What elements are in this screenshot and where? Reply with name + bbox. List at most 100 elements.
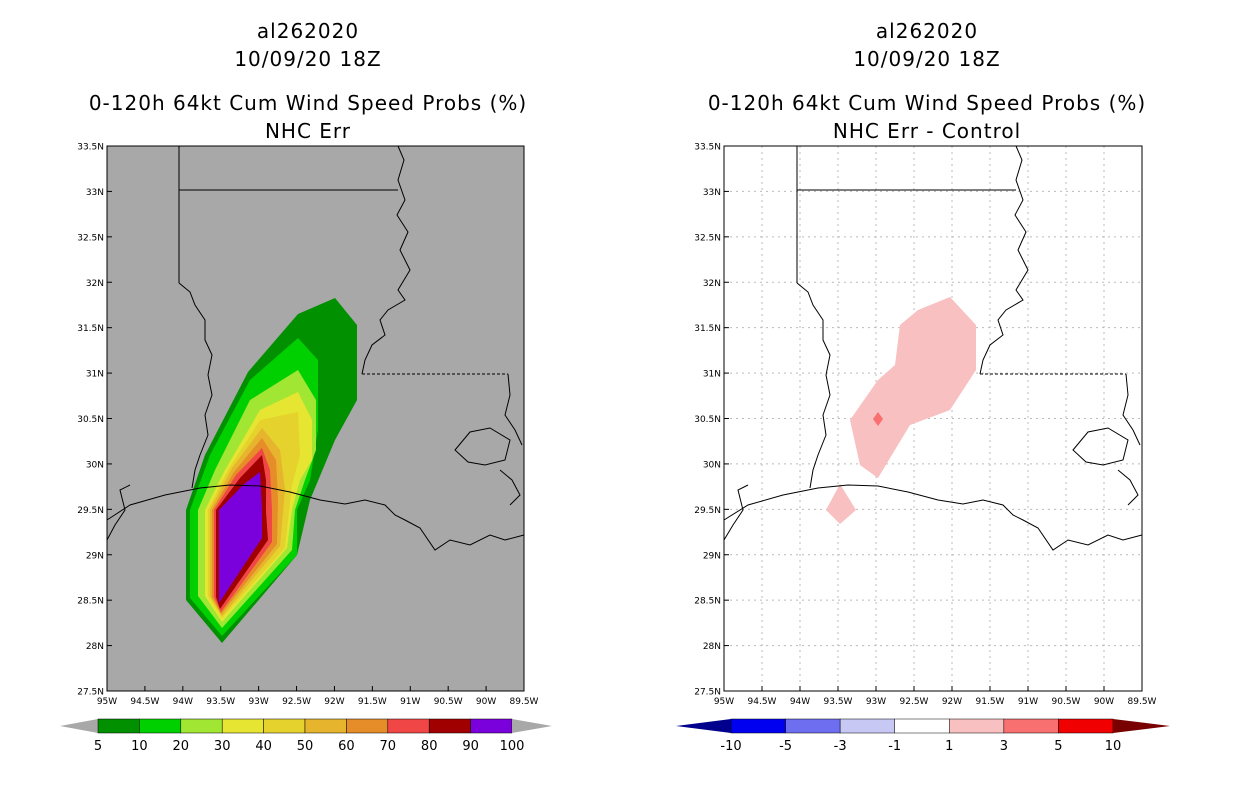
left-lat-label: 31.5N [77, 324, 104, 334]
right-lat-label: 30.5N [694, 415, 721, 425]
left-lon-label: 91.5W [358, 697, 387, 707]
left-lat-label: 33.5N [77, 143, 104, 153]
right-lon-label: 91W [1018, 697, 1038, 707]
left-colorbar-label: 40 [255, 739, 272, 754]
right-lat-label: 33.5N [694, 143, 721, 153]
left-colorbar-label: 30 [214, 739, 231, 754]
right-lat-label: 27.5N [694, 688, 721, 698]
left-subtitle: NHC Err [264, 119, 352, 143]
right-storm-id: al262020 [875, 19, 979, 43]
sabine-river-right [796, 282, 831, 489]
right-lat-label: 32N [703, 279, 721, 289]
right-boundaries [723, 145, 1143, 551]
left-lat-label: 32.5N [77, 233, 104, 243]
right-colorbar-box [949, 718, 1005, 734]
mississippi-river-right [979, 145, 1029, 375]
left-storm-id: al262020 [256, 19, 360, 43]
left-lon-label: 91W [400, 697, 420, 707]
left-lat-label: 29N [86, 551, 104, 561]
delta-outline-right [1117, 469, 1139, 506]
lake-pontchartrain-right [1072, 427, 1129, 466]
prob-contour-100 [219, 472, 262, 603]
right-lon-label: 93W [866, 697, 886, 707]
right-colorbar-box [730, 718, 786, 734]
left-lat-label: 27.5N [77, 688, 104, 698]
left-lat-label: 32N [86, 279, 104, 289]
left-lon-label: 95W [97, 697, 117, 707]
left-colorbar-box [346, 718, 389, 734]
diff-contour-3-5 [873, 412, 883, 426]
left-lon-label: 90W [476, 697, 496, 707]
diff-contour-1-3-small [826, 484, 856, 524]
left-colorbar-label: 10 [131, 739, 148, 754]
left-colorbar-label: 90 [462, 739, 479, 754]
diff-contour-1-3 [850, 297, 976, 478]
left-lon-label: 89.5W [510, 697, 539, 707]
left-colorbar-box [304, 718, 347, 734]
left-colorbar-label: 5 [94, 739, 102, 754]
right-lon-label: 94.5W [748, 697, 777, 707]
louisiana-coast [106, 484, 525, 551]
left-colorbar-box [139, 718, 182, 734]
left-lat-label: 33N [86, 188, 104, 198]
left-colorbar-labels: 5 10 20 30 40 50 60 70 80 90 100 [94, 739, 525, 754]
right-colorbar-labels: -10 -5 -3 -1 1 3 5 10 [720, 739, 1121, 754]
left-colorbar: 5 10 20 30 40 50 60 70 80 90 100 [60, 718, 552, 754]
left-lon-labels: 95W 94.5W 94W 93.5W 93W 92.5W 92W 91.5W 91W 90.5W… [97, 686, 539, 707]
right-lon-label: 92.5W [900, 697, 929, 707]
delta-outline [499, 469, 521, 506]
left-colorbar-box [263, 718, 306, 734]
right-colorbar-boxes [730, 718, 1114, 734]
right-product-title: 0-120h 64kt Cum Wind Speed Probs (%) [707, 91, 1147, 115]
left-colorbar-label: 80 [421, 739, 438, 754]
right-lon-label: 89.5W [1128, 697, 1157, 707]
left-lon-label: 94W [173, 697, 193, 707]
left-map: 33.5N 33N 32.5N 32N 31.5N 31N 30.5N 30N 29.5N 29N… [77, 143, 538, 708]
left-colorbar-high-arrow [512, 719, 552, 733]
left-lat-label: 31N [86, 370, 104, 380]
left-lat-labels: 33.5N 33N 32.5N 32N 31.5N 31N 30.5N 30N 29.5N 29N… [77, 143, 112, 698]
right-map: 33.5N 33N 32.5N 32N 31.5N 31N 30.5N 30N 29.5N 29N… [694, 143, 1156, 708]
right-colorbar-label: -10 [720, 739, 741, 754]
left-lat-label: 30.5N [77, 415, 104, 425]
mississippi-river [361, 145, 411, 375]
right-lon-label: 90.5W [1052, 697, 1081, 707]
right-colorbar-box [1058, 718, 1114, 734]
left-colorbar-box [470, 718, 513, 734]
right-lon-label: 95W [714, 697, 734, 707]
right-time: 10/09/20 18Z [853, 47, 1001, 71]
right-colorbar-label: 1 [945, 739, 953, 754]
right-lat-label: 33N [703, 188, 721, 198]
right-colorbar-high-arrow [1113, 719, 1170, 733]
texas-coast [106, 484, 131, 541]
right-colorbar-box [1003, 718, 1059, 734]
left-colorbar-label: 60 [338, 739, 355, 754]
left-lat-label: 30N [86, 460, 104, 470]
left-lat-label: 29.5N [77, 506, 104, 516]
right-colorbar-label: 10 [1105, 739, 1122, 754]
left-colorbar-label: 100 [500, 739, 525, 754]
left-colorbar-box [97, 718, 140, 734]
pearl-river [504, 373, 523, 446]
sabine-river [178, 282, 213, 489]
right-lon-label: 93.5W [824, 697, 853, 707]
left-lon-label: 94.5W [130, 697, 159, 707]
right-colorbar-low-arrow [676, 719, 731, 733]
right-lat-label: 28N [703, 642, 721, 652]
right-lon-label: 92W [942, 697, 962, 707]
right-lon-label: 90W [1094, 697, 1114, 707]
right-lat-label: 28.5N [694, 597, 721, 607]
right-lat-label: 29N [703, 551, 721, 561]
left-product-title: 0-120h 64kt Cum Wind Speed Probs (%) [88, 91, 528, 115]
left-colorbar-box [428, 718, 471, 734]
right-colorbar: -10 -5 -3 -1 1 3 5 10 [676, 718, 1170, 754]
left-lon-label: 92W [324, 697, 344, 707]
right-lat-labels: 33.5N 33N 32.5N 32N 31.5N 31N 30.5N 30N 29.5N 29N… [694, 143, 729, 698]
right-lat-label: 31N [703, 370, 721, 380]
right-lon-label: 91.5W [976, 697, 1005, 707]
left-lon-label: 90.5W [434, 697, 463, 707]
left-lon-label: 92.5W [282, 697, 311, 707]
left-lat-label: 28.5N [77, 597, 104, 607]
right-colorbar-label: -3 [834, 739, 847, 754]
